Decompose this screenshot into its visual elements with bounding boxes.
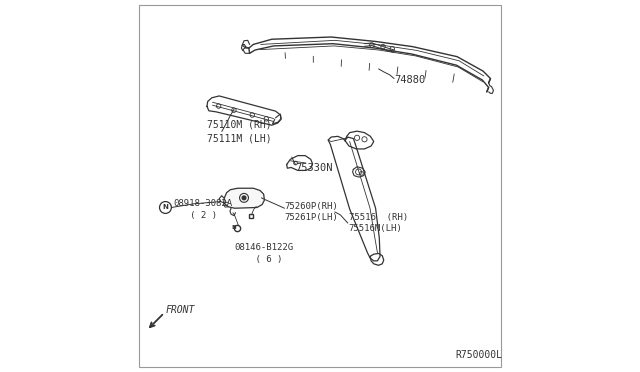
Text: FRONT: FRONT: [166, 305, 195, 315]
Text: 08146-B122G
    ( 6 ): 08146-B122G ( 6 ): [234, 243, 293, 264]
Text: 75260P(RH)
75261P(LH): 75260P(RH) 75261P(LH): [285, 202, 339, 222]
Text: R750000L: R750000L: [455, 350, 502, 360]
Text: 75110M (RH)
75111M (LH): 75110M (RH) 75111M (LH): [207, 120, 271, 143]
Text: B: B: [231, 225, 236, 230]
Polygon shape: [223, 188, 264, 208]
Text: 08918-3082A
   ( 2 ): 08918-3082A ( 2 ): [173, 199, 233, 220]
Text: 75516  (RH)
75516M(LH): 75516 (RH) 75516M(LH): [349, 213, 408, 234]
Text: 74880: 74880: [394, 76, 426, 86]
Text: 75330N: 75330N: [296, 163, 333, 173]
Text: N: N: [163, 205, 168, 211]
Circle shape: [242, 196, 246, 200]
